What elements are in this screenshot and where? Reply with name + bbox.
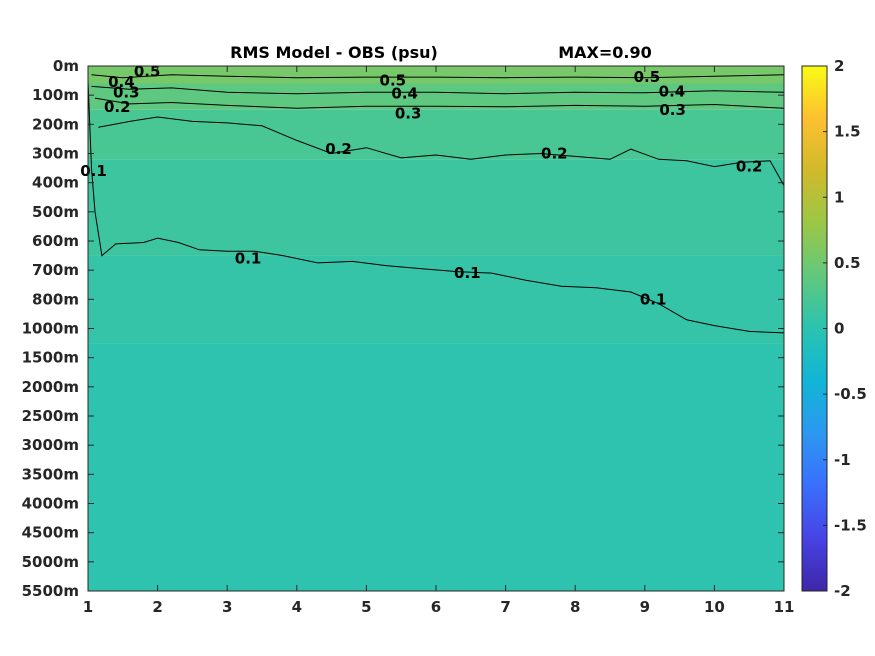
x-tick-label: 5	[361, 598, 371, 616]
field-band	[88, 159, 784, 256]
x-tick-label: 2	[152, 598, 162, 616]
x-tick-label: 11	[774, 598, 795, 616]
colorbar-tick-label: 1.5	[834, 123, 861, 141]
contour-label: 0.4	[391, 85, 418, 103]
contour-line-0.4	[91, 85, 785, 95]
y-tick-label: 600m	[32, 232, 79, 250]
y-tick-label: 2500m	[22, 407, 79, 425]
x-tick-label: 4	[292, 598, 302, 616]
contour-line-0.5	[91, 74, 785, 79]
plot-area: 0.50.40.30.20.50.40.30.50.40.30.2 0.20.20…	[80, 62, 785, 592]
contour-label: 0.5	[380, 72, 407, 90]
y-tick-label: 800m	[32, 290, 79, 308]
colorbar-tick-label: -0.5	[834, 385, 867, 403]
colorbar: 2 1.5 1 0.5 0 -0.5 -1 -1.5 -2	[801, 57, 867, 600]
x-axis: 1 2 3 4 5 6 7 8 9 10 11	[83, 66, 795, 616]
contour-label: 0.1	[454, 264, 481, 282]
x-tick-label: 3	[222, 598, 232, 616]
contour-label: 0.5	[134, 62, 161, 80]
field-band	[88, 343, 784, 591]
colorbar-tick-label: -1.5	[834, 516, 867, 534]
contour-label: 0.2	[325, 140, 352, 158]
y-tick-label: 5500m	[22, 582, 79, 600]
contour-label: 0.3	[395, 104, 422, 122]
y-tick-label: 3000m	[22, 436, 79, 454]
contour-label: 0.2	[104, 98, 131, 116]
contour-label: 0.1	[640, 290, 667, 308]
contour-label: 0.3	[113, 83, 140, 101]
x-tick-label: 1	[83, 598, 93, 616]
chart-title: RMS Model - OBS (psu)	[230, 43, 438, 62]
colorbar-tick-label: -2	[834, 582, 851, 600]
field-band	[88, 109, 784, 160]
x-tick-label: 8	[570, 598, 580, 616]
y-axis: 0m 100m 200m 300m 400m 500m 600m 700m 800m 1000m 1…	[22, 57, 784, 600]
colorbar-tick-label: 2	[834, 57, 844, 75]
y-tick-label: 200m	[32, 115, 79, 133]
y-tick-label: 0m	[53, 57, 79, 75]
colorbar-tick-label: 0	[834, 320, 844, 338]
y-tick-label: 700m	[32, 261, 79, 279]
contour-label: 0.2	[541, 145, 568, 163]
colorbar-tick-label: -1	[834, 451, 851, 469]
contour-line-0.3	[94, 97, 785, 109]
field-band	[88, 66, 784, 84]
contour-label: 0.1	[235, 250, 262, 268]
contour-line-0.1	[87, 80, 785, 334]
y-tick-label: 4000m	[22, 495, 79, 513]
field-band	[88, 255, 784, 344]
x-tick-label: 7	[500, 598, 510, 616]
y-tick-label: 2000m	[22, 378, 79, 396]
y-tick-label: 100m	[32, 86, 79, 104]
contour-line-0.2	[98, 116, 785, 186]
y-tick-label: 4500m	[22, 524, 79, 542]
y-tick-label: 5000m	[22, 553, 79, 571]
colorbar-tick-label: 0.5	[834, 254, 861, 272]
y-tick-label: 500m	[32, 203, 79, 221]
contour-label: 0.3	[659, 101, 686, 119]
x-tick-label: 6	[431, 598, 441, 616]
x-tick-label: 10	[704, 598, 725, 616]
y-tick-label: 400m	[32, 174, 79, 192]
y-tick-label: 300m	[32, 145, 79, 163]
contour-label: 0.4	[108, 73, 135, 91]
contour-label: 0.1	[80, 162, 107, 180]
contour-label: 0.4	[659, 83, 686, 101]
contour-label: 0.2	[736, 158, 763, 176]
chart-subtitle: MAX=0.90	[558, 43, 652, 62]
y-tick-label: 3500m	[22, 465, 79, 483]
contour-label: 0.5	[634, 68, 661, 86]
x-tick-label: 9	[640, 598, 650, 616]
y-tick-label: 1000m	[22, 320, 79, 338]
y-tick-label: 1500m	[22, 349, 79, 367]
colorbar-tick-label: 1	[834, 188, 844, 206]
